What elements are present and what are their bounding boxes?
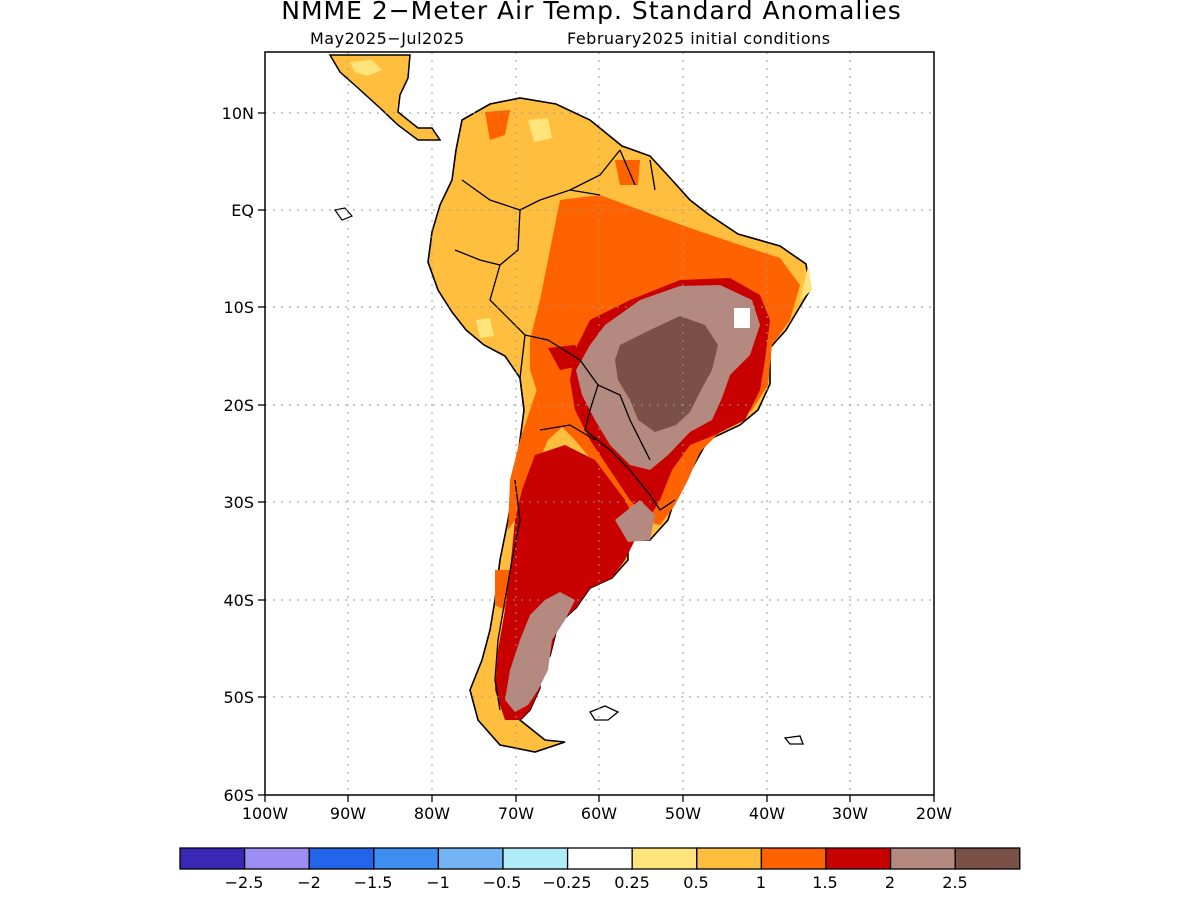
colorbar-swatch bbox=[696, 847, 763, 870]
colorbar-labels: −2.5 −2 −1.5 −1 −0.5 −0.25 0.25 0.5 1 1.… bbox=[225, 873, 968, 892]
colorbar-label: 0.5 bbox=[683, 873, 708, 892]
colorbar-label: 1 bbox=[756, 873, 766, 892]
colorbar-swatch bbox=[954, 847, 1021, 870]
colorbar-swatch bbox=[760, 847, 827, 870]
lon-label: 20W bbox=[916, 804, 952, 823]
map-area bbox=[265, 52, 934, 795]
lon-label: 60W bbox=[581, 804, 617, 823]
lon-label: 50W bbox=[665, 804, 701, 823]
lon-label: 90W bbox=[330, 804, 366, 823]
colorbar-label: 2.5 bbox=[942, 873, 967, 892]
colorbar-label: −1.5 bbox=[354, 873, 393, 892]
lat-label: 10N bbox=[222, 104, 254, 123]
lon-label: 40W bbox=[749, 804, 785, 823]
central-america-land bbox=[328, 54, 442, 141]
lat-label: EQ bbox=[231, 201, 254, 220]
lat-label: 10S bbox=[223, 298, 254, 317]
colorbar-swatch bbox=[502, 847, 569, 870]
colorbar-swatch bbox=[631, 847, 698, 870]
lat-label: 50S bbox=[223, 688, 254, 707]
colorbar-swatch bbox=[889, 847, 956, 870]
lat-label: 60S bbox=[223, 786, 254, 805]
colorbar-label: −0.25 bbox=[542, 873, 591, 892]
lat-label: 40S bbox=[223, 591, 254, 610]
colorbar-label: −0.5 bbox=[483, 873, 522, 892]
lat-label: 30S bbox=[223, 493, 254, 512]
country-borders bbox=[454, 149, 676, 711]
colorbar-label: −2.5 bbox=[225, 873, 264, 892]
colorbar-label: 1.5 bbox=[812, 873, 837, 892]
colorbar-swatch bbox=[373, 847, 440, 870]
colorbar-swatch bbox=[308, 847, 375, 870]
colorbar-swatch bbox=[179, 847, 246, 870]
colorbar-label: −1 bbox=[426, 873, 450, 892]
colorbar-label: 0.25 bbox=[614, 873, 650, 892]
map-title: NMME 2−Meter Air Temp. Standard Anomalie… bbox=[281, 0, 902, 25]
forecast-period: May2025−Jul2025 bbox=[310, 29, 465, 48]
colorbar-label: −2 bbox=[297, 873, 321, 892]
colorbar-swatch bbox=[825, 847, 892, 870]
lon-label: 30W bbox=[832, 804, 868, 823]
lon-label: 80W bbox=[414, 804, 450, 823]
colorbar bbox=[179, 847, 1021, 870]
initial-conditions: February2025 initial conditions bbox=[567, 29, 831, 48]
lat-label: 20S bbox=[223, 396, 254, 415]
colorbar-swatch bbox=[566, 847, 633, 870]
lon-label: 70W bbox=[498, 804, 534, 823]
anomaly-above-2.5 bbox=[615, 316, 718, 432]
colorbar-swatch bbox=[243, 847, 310, 870]
colorbar-swatch bbox=[437, 847, 504, 870]
colorbar-label: 2 bbox=[885, 873, 895, 892]
lon-label: 100W bbox=[242, 804, 289, 823]
